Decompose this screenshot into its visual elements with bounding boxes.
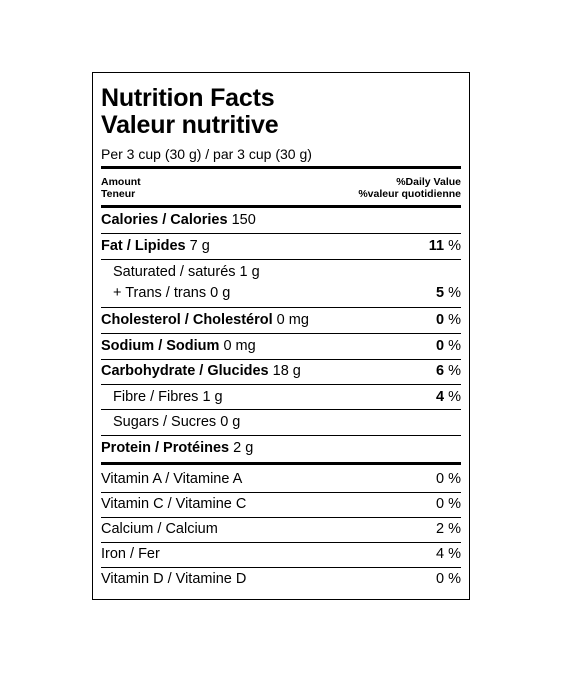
divider: [101, 492, 461, 493]
amount-en: Amount: [101, 176, 141, 188]
divider: [101, 542, 461, 543]
divider: [101, 435, 461, 436]
sodium-label: Sodium / Sodium: [101, 338, 220, 354]
cholesterol-pct: 0: [435, 312, 445, 328]
sugars-value: 0 g: [220, 414, 241, 430]
iron-pct: 4 %: [436, 546, 461, 562]
fibre-pct: 4: [435, 389, 445, 405]
amount-fr: Teneur: [101, 188, 136, 200]
vitamin-a-pct: 0 %: [436, 471, 461, 487]
iron-label: Iron / Fer: [101, 546, 160, 562]
fibre-value: 1 g: [202, 389, 223, 405]
dv-en: %Daily Value: [396, 176, 461, 188]
carbohydrate-value: 18 g: [272, 363, 301, 379]
calcium-label: Calcium / Calcium: [101, 521, 218, 537]
fibre-pct-unit: %: [448, 389, 461, 405]
dv-fr: %valeur quotidienne: [358, 188, 461, 200]
divider: [101, 233, 461, 234]
trans-pct: 5: [435, 285, 445, 301]
trans-label: + Trans / trans: [113, 285, 207, 301]
divider: [101, 567, 461, 568]
divider-thick: [101, 462, 461, 465]
vitamin-d-pct: 0 %: [436, 571, 461, 587]
fat-label: Fat / Lipides: [101, 238, 186, 254]
divider: [101, 384, 461, 385]
calcium-pct: 2 %: [436, 521, 461, 537]
fat-pct-unit: %: [448, 238, 461, 254]
vitamin-d-label: Vitamin D / Vitamine D: [101, 571, 247, 587]
daily-value-header: %Daily Value %valeur quotidienne: [358, 176, 461, 200]
protein-label: Protein / Protéines: [101, 440, 230, 456]
vitamin-c-pct: 0 %: [436, 496, 461, 512]
trans-value: 0 g: [210, 285, 231, 301]
saturated-label: Saturated / saturés: [113, 264, 236, 280]
nutrition-facts-label: Nutrition Facts Valeur nutritive Per 3 c…: [92, 72, 470, 600]
title-french: Valeur nutritive: [101, 111, 279, 139]
divider: [101, 409, 461, 410]
divider: [101, 259, 461, 260]
divider: [101, 333, 461, 334]
cholesterol-value: 0 mg: [276, 312, 309, 328]
serving-size: Per 3 cup (30 g) / par 3 cup (30 g): [101, 146, 312, 162]
carbohydrate-label: Carbohydrate / Glucides: [101, 363, 269, 379]
vitamin-a-label: Vitamin A / Vitamine A: [101, 471, 243, 487]
trans-pct-unit: %: [448, 285, 461, 301]
divider: [101, 307, 461, 308]
saturated-value: 1 g: [239, 264, 260, 280]
divider-thick: [101, 166, 461, 169]
carbohydrate-pct: 6: [435, 363, 445, 379]
sodium-pct-unit: %: [448, 338, 461, 354]
fibre-label: Fibre / Fibres: [113, 389, 199, 405]
title-english: Nutrition Facts: [101, 84, 275, 112]
fat-value: 7 g: [189, 238, 210, 254]
divider-thick: [101, 205, 461, 208]
sugars-label: Sugars / Sucres: [113, 414, 217, 430]
vitamin-c-label: Vitamin C / Vitamine C: [101, 496, 247, 512]
protein-value: 2 g: [233, 440, 254, 456]
divider: [101, 359, 461, 360]
sodium-value: 0 mg: [223, 338, 256, 354]
cholesterol-label: Cholesterol / Cholestérol: [101, 312, 273, 328]
carbohydrate-pct-unit: %: [448, 363, 461, 379]
amount-header: Amount Teneur: [101, 176, 141, 200]
sodium-pct: 0: [435, 338, 445, 354]
fat-pct: 11: [428, 238, 445, 254]
cholesterol-pct-unit: %: [448, 312, 461, 328]
calories-label: Calories / Calories: [101, 212, 228, 228]
divider: [101, 517, 461, 518]
calories-value: 150: [231, 212, 256, 228]
